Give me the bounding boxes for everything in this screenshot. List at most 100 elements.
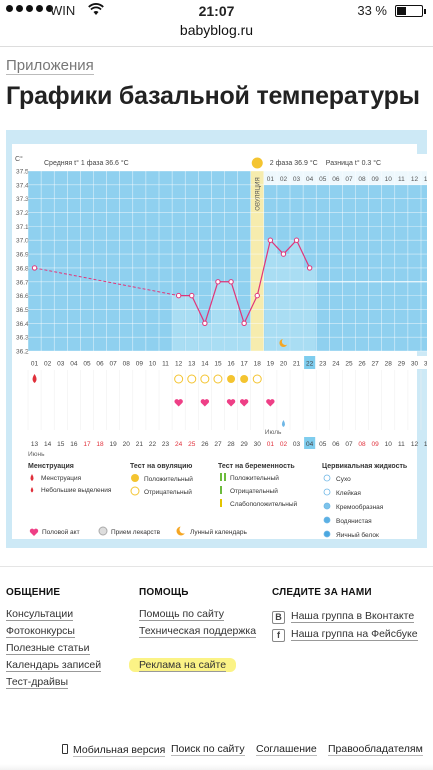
y-tick-label: 36.4: [16, 321, 29, 328]
calendar-date: 13: [31, 441, 39, 448]
cycle-day-number: 04: [70, 361, 78, 368]
temp-point: [189, 292, 195, 299]
url-bar[interactable]: babyblog.ru: [179, 22, 254, 38]
legend-item: Яичный белок: [336, 531, 379, 539]
phase2-day-number: 03: [293, 176, 301, 183]
phase2-day-cell: [263, 171, 277, 185]
temp-point: [306, 265, 313, 271]
cycle-day-number: 01: [31, 361, 39, 368]
temp-point: [202, 320, 208, 327]
day-column: [250, 171, 264, 351]
phase2-day-number: 05: [319, 176, 327, 183]
agreement-link[interactable]: Соглашение: [256, 743, 317, 756]
day-column: [93, 171, 107, 351]
y-tick-label: 37.1: [16, 224, 29, 231]
cycle-day-number: 23: [319, 361, 327, 368]
search-site-link[interactable]: Поиск по сайту: [171, 743, 245, 756]
y-tick-label: 36.3: [16, 335, 29, 342]
day-column: [159, 171, 173, 351]
y-tick-label: 36.6: [16, 293, 29, 300]
wifi-icon: [88, 3, 104, 15]
footer-link-advertising[interactable]: Реклама на сайте: [139, 659, 227, 672]
calendar-date: 26: [201, 441, 209, 448]
cycle-day-number: 24: [332, 361, 340, 368]
footer-link-articles[interactable]: Полезные статьи: [6, 642, 90, 655]
cycle-day-number: 20: [280, 361, 288, 368]
footer-link-consultations[interactable]: Консультации: [6, 608, 74, 621]
calendar-date: 25: [188, 441, 196, 448]
ovulation-test-negative-icon: [130, 486, 140, 496]
footer-col-help: ПОМОЩЬ Помощь по сайту Техническая подде…: [129, 587, 257, 676]
carrier-name: WIN: [50, 3, 76, 18]
battery-icon: [395, 5, 426, 17]
y-tick-label: 36.5: [16, 307, 29, 314]
mobile-version-link[interactable]: Мобильная версия: [62, 744, 166, 757]
temp-point: [31, 265, 38, 271]
legend-title-pregnancy-test: Тест на беременность: [218, 462, 295, 470]
footer-col-community: ОБЩЕНИЕ Консультации Фотоконкурсы Полезн…: [6, 587, 102, 693]
temp-point: [267, 237, 274, 243]
divider: [0, 566, 433, 567]
footer-link-photo-contests[interactable]: Фотоконкурсы: [6, 625, 75, 638]
intercourse-heart-icon: [226, 399, 236, 407]
copyright-holders-link[interactable]: Правообладателям: [328, 743, 423, 756]
page-edge: [0, 764, 433, 770]
temp-point: [293, 237, 300, 243]
temp-point: [215, 279, 221, 285]
cycle-day-number: 07: [110, 361, 118, 368]
legend-item: Сухо: [336, 476, 351, 483]
breadcrumb-link[interactable]: Приложения: [6, 57, 94, 75]
footer-col-social: СЛЕДИТЕ ЗА НАМИ В Наша группа в Вконтакте…: [272, 587, 418, 644]
clock: 21:07: [198, 3, 235, 19]
ovulation-test-negative-icon: [252, 374, 262, 384]
divider: [0, 46, 433, 47]
phase2-day-number: 11: [398, 176, 405, 183]
ovulation-sun-icon: [251, 157, 263, 169]
phase2-day-cell: [276, 171, 290, 185]
calendar-date: 05: [319, 441, 327, 448]
cycle-day-number: 31: [424, 361, 427, 368]
cycle-day-number: 30: [411, 361, 419, 368]
cycle-day-number: 10: [149, 361, 157, 368]
phase1-header: [28, 154, 251, 171]
footer-link-facebook[interactable]: Наша группа на Фейсбуке: [291, 628, 418, 641]
pregnancy-test-icon: [220, 473, 222, 481]
footer-link-help[interactable]: Помощь по сайту: [139, 608, 225, 621]
calendar-date: 02: [280, 441, 288, 448]
calendar-date: 20: [123, 441, 131, 448]
cervical-fluid-icon: [323, 530, 331, 538]
intercourse-heart-icon: [266, 399, 275, 407]
day-column: [342, 171, 356, 351]
phase2-day-cell: [355, 171, 369, 185]
calendar-date: 07: [345, 441, 353, 448]
pregnancy-test-icon: [220, 486, 222, 494]
cycle-day-number: 25: [345, 361, 353, 368]
cycle-day-number: 16: [227, 361, 235, 368]
pill-icon: [98, 526, 108, 536]
ovulation-test-negative-icon: [213, 374, 223, 384]
cervical-fluid-icon: [323, 474, 331, 482]
cycle-day-number: 28: [385, 361, 393, 368]
facebook-icon: f: [272, 628, 285, 642]
footer-link-support[interactable]: Техническая поддержка: [139, 625, 257, 638]
cycle-day-number: 19: [267, 361, 275, 368]
phone-icon: [62, 744, 68, 754]
footer-link-calendar[interactable]: Календарь записей: [6, 659, 102, 672]
y-tick-label: 36.2: [16, 349, 29, 356]
footer-link-vk[interactable]: Наша группа в Вконтакте: [291, 610, 415, 623]
temp-point: [175, 292, 182, 299]
calendar-date: 29: [241, 441, 249, 448]
calendar-date: 01: [267, 441, 275, 448]
phase2-day-number: 02: [280, 176, 288, 183]
footer-heading: ОБЩЕНИЕ: [6, 587, 61, 598]
pregnancy-test-icon: [220, 499, 222, 507]
calendar-date: 11: [398, 441, 405, 448]
cycle-day-row: [28, 356, 427, 369]
ovulation-test-negative-icon: [200, 374, 210, 384]
ovulation-test-positive-icon: [131, 474, 139, 482]
ovulation-test-negative-icon: [174, 374, 184, 384]
footer-link-test-drives[interactable]: Тест-драйвы: [6, 676, 69, 689]
cycle-day-number: 15: [214, 361, 222, 368]
menstruation-drop-icon: [30, 474, 34, 481]
phase2-day-cell: [303, 171, 317, 185]
